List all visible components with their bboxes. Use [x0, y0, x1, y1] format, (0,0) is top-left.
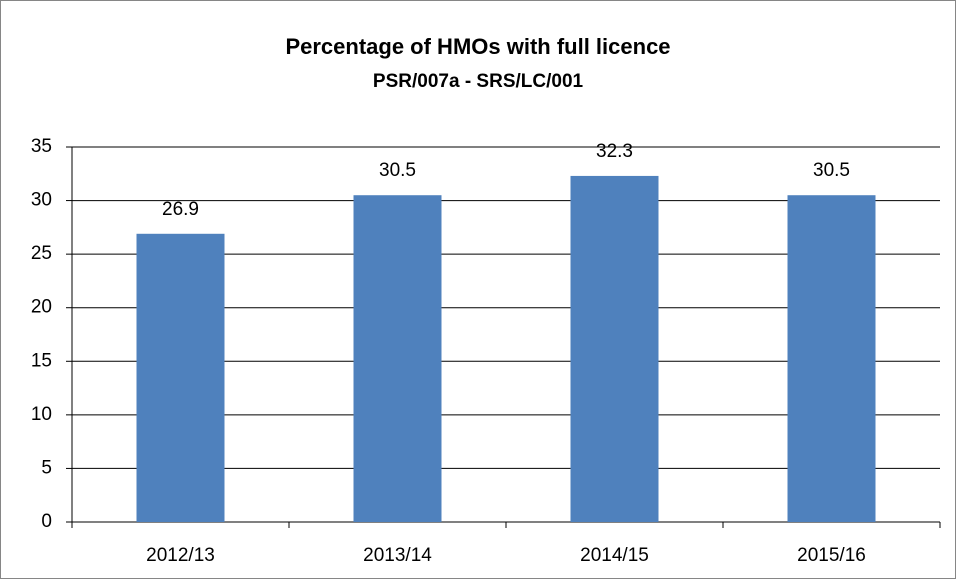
value-label: 30.5 [813, 160, 850, 181]
y-tick-label: 5 [41, 457, 52, 478]
x-tick-label: 2015/16 [797, 545, 866, 566]
y-tick-label: 0 [41, 511, 52, 532]
x-tick-label: 2014/15 [580, 545, 649, 566]
value-label: 26.9 [162, 199, 199, 220]
chart-subtitle: PSR/007a - SRS/LC/001 [373, 71, 584, 92]
bar [570, 175, 659, 522]
y-tick-label: 30 [31, 190, 52, 211]
y-tick-label: 15 [31, 350, 52, 371]
value-label: 32.3 [596, 141, 633, 162]
y-tick-label: 35 [31, 136, 52, 157]
x-tick-label: 2012/13 [146, 545, 215, 566]
value-label: 30.5 [379, 160, 416, 181]
bar [787, 195, 876, 522]
y-tick-label: 25 [31, 243, 52, 264]
x-tick-label: 2013/14 [363, 545, 432, 566]
y-tick-label: 10 [31, 404, 52, 425]
bar [136, 233, 225, 523]
y-tick-label: 20 [31, 297, 52, 318]
bar [353, 195, 442, 522]
chart-title: Percentage of HMOs with full licence [285, 34, 670, 59]
